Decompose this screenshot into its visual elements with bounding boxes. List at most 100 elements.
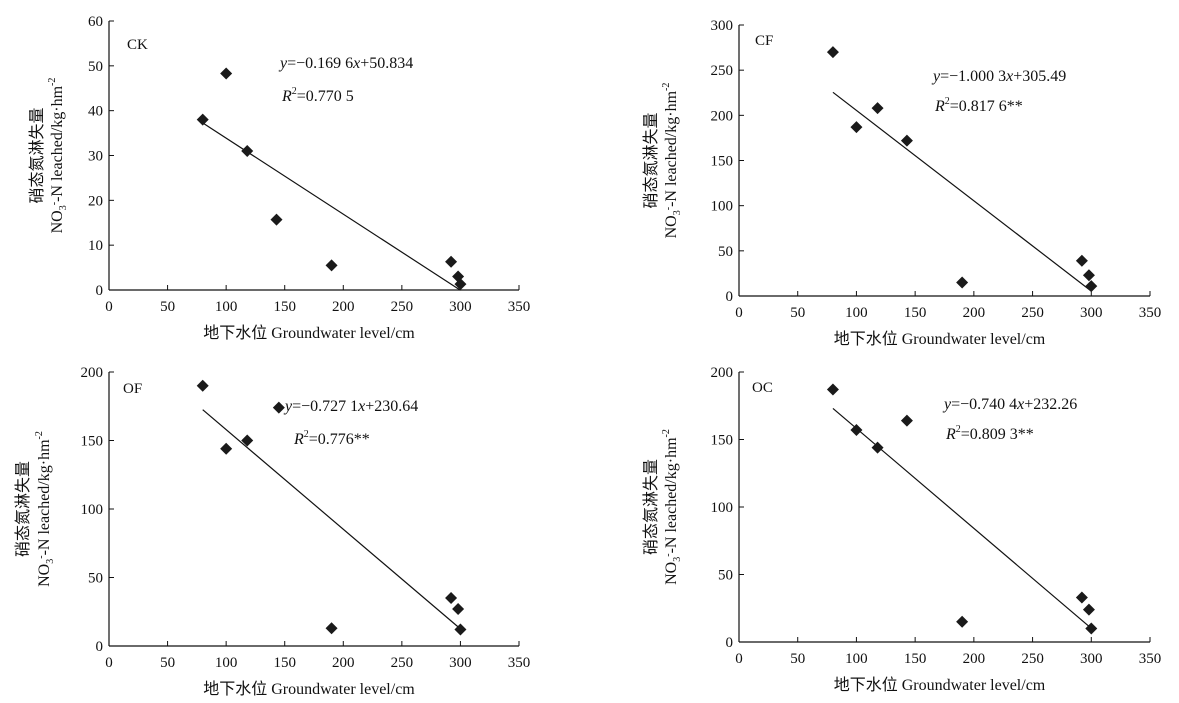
r-squared: R2=0.817 6** bbox=[934, 96, 1023, 115]
panel-label: CK bbox=[127, 37, 148, 53]
x-tick-label: 50 bbox=[160, 655, 175, 671]
x-tick-label: 250 bbox=[1021, 651, 1044, 667]
regression-equation: y=−0.740 4x+232.26 bbox=[942, 396, 1077, 413]
data-point bbox=[454, 278, 467, 291]
x-tick-label: 300 bbox=[1080, 651, 1103, 667]
x-tick-label: 250 bbox=[1021, 305, 1044, 321]
data-point bbox=[1075, 591, 1088, 604]
data-point bbox=[1085, 622, 1098, 635]
y-tick-label: 50 bbox=[88, 59, 103, 75]
x-tick-label: 250 bbox=[391, 655, 414, 671]
x-tick-label: 150 bbox=[273, 299, 296, 315]
y-tick-label: 200 bbox=[81, 365, 104, 381]
data-point bbox=[220, 442, 233, 455]
panel-ck: 0 50 100 150 200 250 300 350 0 10 20 30 40 50 60 地下水位 G… bbox=[0, 0, 589, 351]
y-tick-label: 0 bbox=[96, 639, 104, 655]
y-tick-label: 0 bbox=[96, 283, 104, 299]
x-tick-label: 250 bbox=[391, 299, 414, 315]
data-point bbox=[220, 67, 233, 80]
data-point bbox=[900, 414, 913, 427]
x-tick-label: 0 bbox=[735, 651, 743, 667]
y-axis-title-en: NO3--N leached/kg·hm-2 bbox=[34, 431, 56, 587]
y-tick-label: 30 bbox=[88, 149, 103, 165]
y-tick-label: 150 bbox=[81, 434, 104, 450]
x-tick-label: 150 bbox=[273, 655, 296, 671]
data-point bbox=[956, 615, 969, 628]
y-axis-title-cn: 硝态氮淋失量 bbox=[642, 112, 660, 208]
x-tick-label: 100 bbox=[215, 299, 238, 315]
x-tick-label: 200 bbox=[332, 299, 355, 315]
x-tick-label: 300 bbox=[1080, 305, 1103, 321]
x-tick-label: 200 bbox=[963, 651, 986, 667]
x-tick-label: 50 bbox=[160, 299, 175, 315]
data-point bbox=[241, 145, 254, 158]
x-tick-label: 0 bbox=[735, 305, 743, 321]
panel-oc: 0 50 100 150 200 250 300 350 0 50 100 150 200 地下水位 Gr… bbox=[589, 351, 1178, 702]
x-tick-label: 50 bbox=[790, 305, 805, 321]
y-tick-label: 50 bbox=[88, 571, 103, 587]
r-squared: R2=0.770 5 bbox=[281, 86, 354, 105]
y-tick-label: 0 bbox=[726, 289, 734, 305]
regression-line bbox=[832, 91, 1092, 292]
y-tick-label: 100 bbox=[711, 500, 734, 516]
data-point bbox=[826, 383, 839, 396]
chart-svg: 0 50 100 150 200 250 300 350 0 10 20 30 40 50 60 地下水位 G… bbox=[28, 14, 531, 342]
data-point bbox=[1082, 269, 1095, 282]
y-tick-label: 100 bbox=[81, 502, 104, 518]
y-tick-label: 100 bbox=[711, 199, 734, 215]
x-tick-label: 200 bbox=[963, 305, 986, 321]
data-point bbox=[445, 255, 458, 268]
x-axis-title: 地下水位 Groundwater level/cm bbox=[834, 676, 1046, 694]
y-axis-title-cn: 硝态氮淋失量 bbox=[14, 461, 32, 557]
data-point bbox=[445, 592, 458, 605]
y-tick-label: 150 bbox=[711, 433, 734, 449]
y-tick-label: 200 bbox=[711, 365, 734, 381]
y-axis-title-en: NO3--N leached/kg·hm-2 bbox=[661, 429, 683, 585]
data-point bbox=[196, 113, 209, 126]
x-axis-title: 地下水位 Groundwater level/cm bbox=[203, 324, 415, 342]
data-point bbox=[454, 623, 467, 636]
panel-label: CF bbox=[755, 33, 773, 49]
x-tick-label: 350 bbox=[508, 655, 531, 671]
data-point bbox=[325, 622, 338, 635]
data-point bbox=[270, 213, 283, 226]
chart-svg: 0 50 100 150 200 250 300 350 0 50 100 150 200 地下水位 Gr… bbox=[14, 365, 531, 698]
x-tick-label: 350 bbox=[1139, 651, 1162, 667]
data-point bbox=[241, 434, 254, 447]
regression-line bbox=[202, 409, 461, 630]
y-tick-label: 20 bbox=[88, 193, 103, 209]
data-point bbox=[900, 134, 913, 147]
x-axis-title: 地下水位 Groundwater level/cm bbox=[203, 680, 415, 698]
x-tick-label: 50 bbox=[790, 651, 805, 667]
y-tick-label: 50 bbox=[718, 244, 733, 260]
regression-equation: y=−1.000 3x+305.49 bbox=[931, 68, 1066, 85]
y-tick-label: 40 bbox=[88, 104, 103, 120]
panel-label: OF bbox=[123, 381, 142, 397]
x-tick-label: 100 bbox=[845, 305, 868, 321]
x-tick-label: 150 bbox=[904, 305, 927, 321]
data-point bbox=[1075, 254, 1088, 267]
y-axis-title-en: NO3--N leached/kg·hm-2 bbox=[661, 83, 683, 239]
y-tick-label: 300 bbox=[711, 18, 734, 34]
x-tick-label: 350 bbox=[1139, 305, 1162, 321]
x-tick-label: 200 bbox=[332, 655, 355, 671]
y-axis-title-en: NO3--N leached/kg·hm-2 bbox=[47, 78, 69, 234]
x-tick-label: 300 bbox=[449, 299, 472, 315]
y-tick-label: 50 bbox=[718, 568, 733, 584]
data-point bbox=[1085, 280, 1098, 293]
x-tick-label: 150 bbox=[904, 651, 927, 667]
regression-equation: y=−0.169 6x+50.834 bbox=[278, 55, 413, 72]
r-squared: R2=0.809 3** bbox=[945, 424, 1034, 443]
x-tick-label: 350 bbox=[508, 299, 531, 315]
chart-svg: 0 50 100 150 200 250 300 350 0 50 100 150 200 地下水位 Gr… bbox=[642, 365, 1162, 694]
data-point bbox=[325, 259, 338, 272]
y-axis-title-cn: 硝态氮淋失量 bbox=[28, 107, 46, 203]
y-tick-label: 10 bbox=[88, 238, 103, 254]
data-point bbox=[196, 379, 209, 392]
r-squared: R2=0.776** bbox=[293, 429, 370, 448]
panel-cf: 0 50 100 150 200 250 300 350 0 50 100 150 200 250 300 地… bbox=[589, 0, 1178, 351]
data-point bbox=[1082, 603, 1095, 616]
data-point bbox=[871, 441, 884, 454]
data-point bbox=[871, 102, 884, 115]
